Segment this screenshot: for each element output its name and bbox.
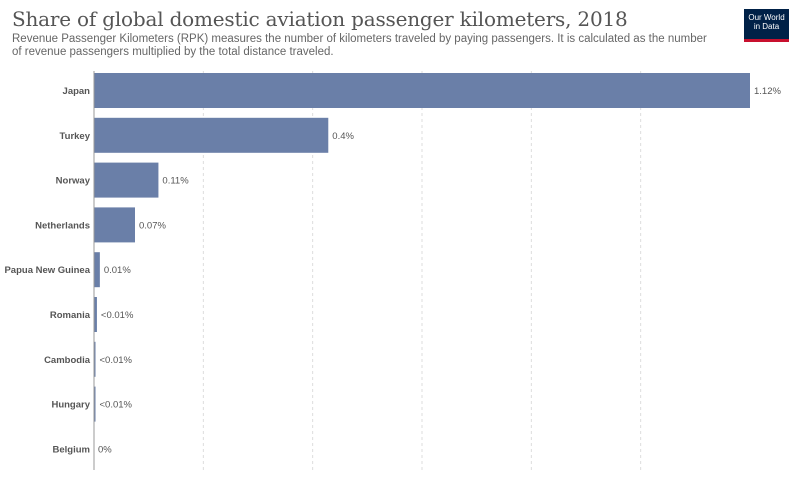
value-label: 0% bbox=[98, 444, 112, 455]
category-label: Romania bbox=[50, 310, 91, 321]
category-label: Belgium bbox=[53, 444, 90, 455]
category-label: Netherlands bbox=[35, 220, 90, 231]
logo-line-1: Our World bbox=[748, 13, 785, 22]
value-label: 0.4% bbox=[332, 131, 354, 142]
value-label: <0.01% bbox=[100, 355, 133, 366]
bar-papua-new-guinea[interactable] bbox=[94, 252, 100, 288]
logo-line-2: in Data bbox=[753, 22, 780, 31]
chart-subtitle: Revenue Passenger Kilometers (RPK) measu… bbox=[12, 33, 707, 58]
value-label: 0.07% bbox=[139, 220, 166, 231]
category-label: Norway bbox=[56, 176, 91, 187]
value-label: 1.12% bbox=[754, 86, 781, 97]
bar-hungary[interactable] bbox=[94, 386, 96, 422]
bar-netherlands[interactable] bbox=[94, 207, 135, 243]
bar-cambodia[interactable] bbox=[94, 341, 96, 377]
value-label: 0.11% bbox=[162, 176, 189, 187]
category-label: Turkey bbox=[60, 131, 91, 142]
bar-turkey[interactable] bbox=[94, 117, 329, 153]
value-label: <0.01% bbox=[101, 310, 134, 321]
chart-title: Share of global domestic aviation passen… bbox=[12, 7, 628, 31]
value-label: 0.01% bbox=[104, 265, 131, 276]
value-label: <0.01% bbox=[100, 400, 133, 411]
owid-logo[interactable]: Our World in Data bbox=[744, 9, 789, 42]
bar-norway[interactable] bbox=[94, 162, 159, 198]
category-label: Japan bbox=[63, 86, 91, 97]
category-label: Cambodia bbox=[44, 355, 91, 366]
bar-japan[interactable] bbox=[94, 73, 750, 108]
category-label: Papua New Guinea bbox=[4, 265, 90, 276]
category-label: Hungary bbox=[51, 400, 90, 411]
bar-romania[interactable] bbox=[94, 297, 97, 332]
